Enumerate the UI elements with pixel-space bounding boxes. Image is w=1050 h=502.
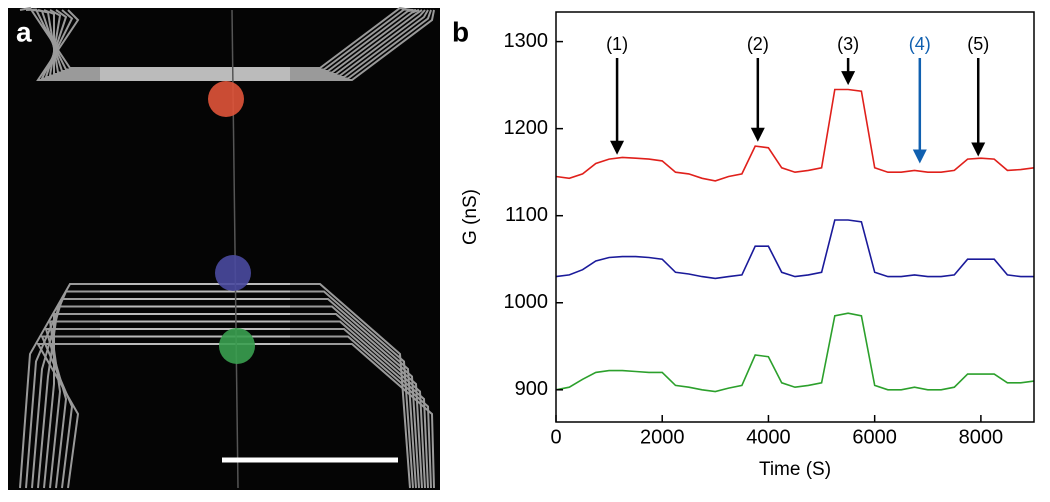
y-tick-label: 1000 xyxy=(504,291,549,313)
panel-label: b xyxy=(452,16,469,47)
series-line xyxy=(555,88,1035,182)
lead xyxy=(19,283,100,489)
x-tick-label: 6000 xyxy=(852,426,897,448)
panel-label: a xyxy=(16,16,32,47)
series-line xyxy=(555,312,1035,393)
arrow-head xyxy=(841,71,856,86)
lead xyxy=(290,9,429,78)
chart: 900 1000 1100 1200 1300 0 2000 4000 6000 8000 Time… xyxy=(460,11,1035,480)
lead xyxy=(290,9,417,72)
lead xyxy=(44,9,100,78)
lead xyxy=(40,9,100,80)
lead xyxy=(290,328,429,489)
lead xyxy=(290,9,423,75)
y-tick-label: 1300 xyxy=(504,30,549,52)
lead xyxy=(43,9,100,75)
x-tick-label: 0 xyxy=(550,426,561,448)
arrow-head xyxy=(912,149,927,164)
lead xyxy=(290,9,420,74)
y-axis-label: G (nS) xyxy=(460,189,481,245)
annotation: (1) xyxy=(606,34,628,54)
x-tick-label: 2000 xyxy=(640,426,685,448)
lead xyxy=(290,9,432,80)
blue-spot xyxy=(215,255,251,291)
lead xyxy=(36,343,100,489)
arrow-head xyxy=(971,142,986,157)
series-line xyxy=(555,219,1034,280)
lead xyxy=(290,298,417,489)
lead xyxy=(290,290,414,489)
annotation: (2) xyxy=(747,34,769,54)
green-spot xyxy=(219,328,255,364)
lead xyxy=(290,313,423,489)
lead xyxy=(290,283,411,489)
y-tick-label: 1200 xyxy=(504,117,549,139)
lead xyxy=(290,320,426,489)
lead xyxy=(290,8,414,71)
lead xyxy=(44,328,100,489)
annotation: (4) xyxy=(909,34,931,54)
wires xyxy=(19,6,435,489)
arrow-head xyxy=(750,127,765,142)
x-tick-label: 4000 xyxy=(746,426,791,448)
x-tick-label: 8000 xyxy=(959,426,1004,448)
arrow-head xyxy=(610,140,625,155)
lead xyxy=(290,343,435,489)
lead xyxy=(36,9,100,81)
y-tick-label: 900 xyxy=(515,378,548,400)
annotation: (5) xyxy=(967,34,989,54)
lead xyxy=(48,9,100,77)
lead xyxy=(48,320,100,489)
microscope-image: a xyxy=(8,6,440,490)
annotation: (3) xyxy=(837,34,859,54)
plot-frame xyxy=(555,11,1035,423)
x-axis-label: Time (S) xyxy=(759,459,831,480)
lead xyxy=(290,305,420,489)
lead xyxy=(40,335,100,489)
lead xyxy=(290,9,426,77)
red-spot xyxy=(208,81,244,117)
lead xyxy=(290,9,435,81)
y-tick-label: 1100 xyxy=(505,204,548,226)
lead xyxy=(290,335,432,489)
